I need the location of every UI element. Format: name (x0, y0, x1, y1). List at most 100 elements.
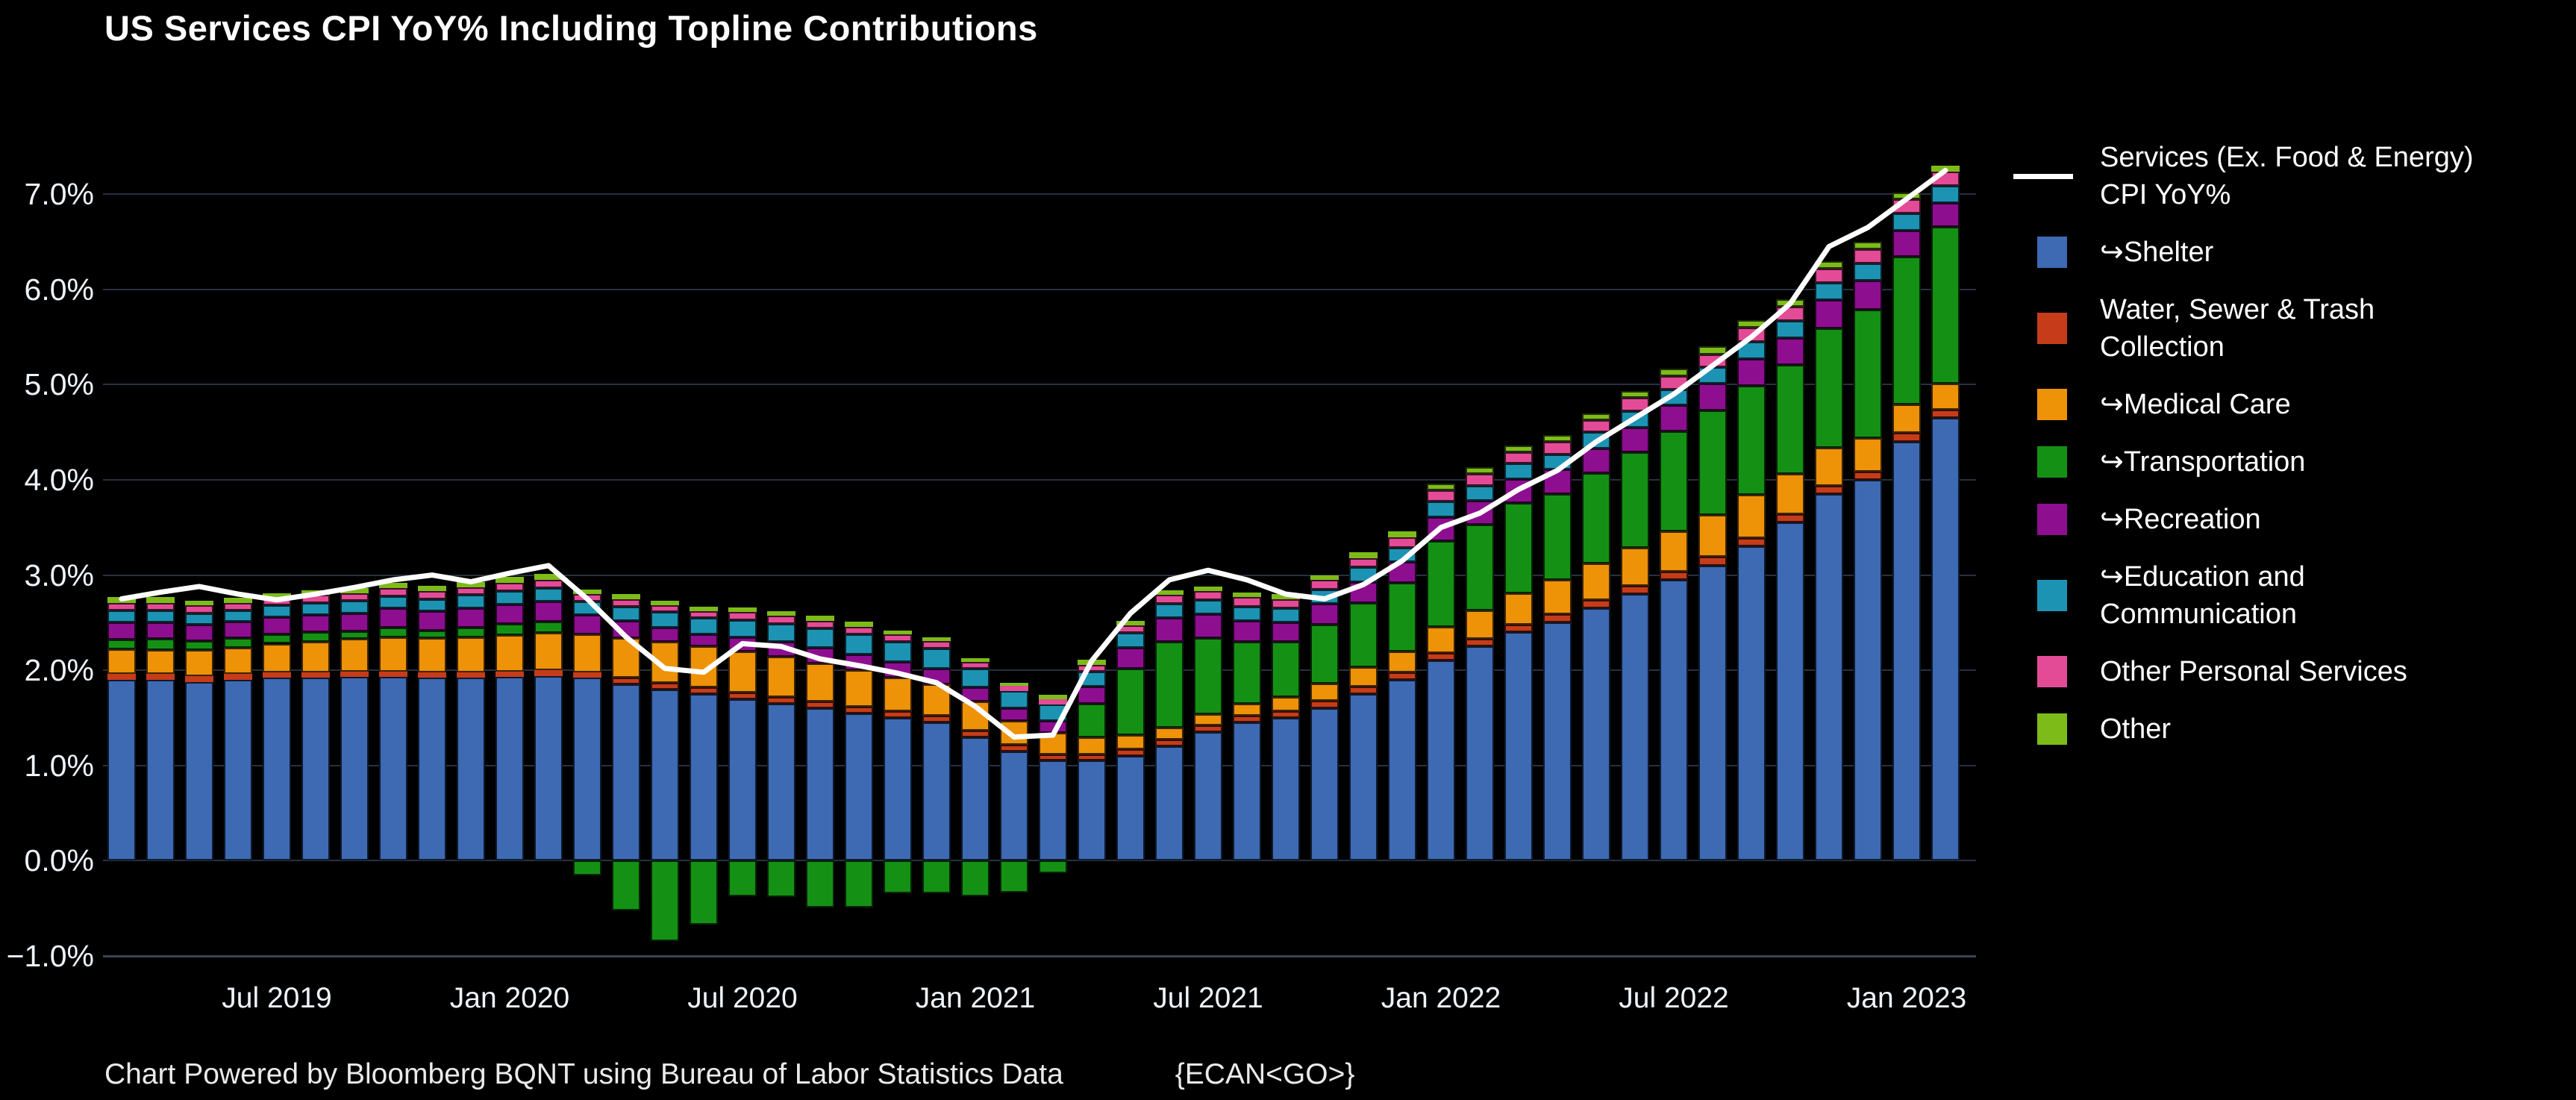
bar-segment-other-2022-02 (1466, 467, 1494, 475)
line-swatch-icon (2013, 173, 2073, 179)
plot-area (103, 142, 1976, 963)
bar-segment-water_sewer_trash-2021-01 (961, 730, 990, 737)
bar-segment-transportation-2021-09 (1272, 641, 1300, 697)
bar-segment-education_communication-2021-01 (961, 668, 990, 688)
square-swatch-icon (2037, 446, 2067, 478)
bar-segment-other_personal_services-2020-06 (690, 611, 718, 619)
bar-segment-medical_care-2022-11 (1815, 447, 1843, 486)
bar-segment-other-2021-04 (1078, 660, 1106, 665)
bar-segment-other-2021-11 (1349, 552, 1378, 558)
bar-segment-other_personal_services-2021-11 (1349, 557, 1378, 568)
legend-line-swatch (2012, 173, 2100, 179)
bar-segment-other-2020-12 (922, 637, 951, 641)
legend-label: ↪Education and Communication (2100, 561, 2305, 630)
bar-segment-other_personal_services-2019-12 (457, 587, 485, 596)
bar-segment-water_sewer_trash-2019-07 (263, 672, 291, 678)
bar-segment-education_communication-2020-12 (922, 648, 951, 669)
bar-segment-recreation-2021-09 (1272, 622, 1300, 642)
bar-segment-education_communication-2020-08 (767, 623, 795, 642)
bar-segment-water_sewer_trash-2021-02 (1000, 744, 1028, 751)
bar-segment-shelter-2019-06 (224, 679, 252, 861)
x-axis-tick-label: Jul 2021 (1153, 982, 1263, 1014)
bar-segment-education_communication-2022-01 (1427, 501, 1455, 517)
bar-segment-other-2022-12 (1854, 241, 1882, 250)
bar-segment-transportation-2022-11 (1815, 328, 1843, 448)
bar-segment-other-2022-07 (1660, 368, 1688, 376)
bar-segment-other-2021-10 (1310, 575, 1339, 580)
bar-segment-education_communication-2020-11 (884, 641, 912, 662)
bar-segment-water_sewer_trash-2020-02 (534, 670, 563, 676)
bar-segment-other-2019-03 (107, 596, 136, 603)
bar-segment-other-2019-09 (340, 588, 369, 593)
bar-segment-shelter-2020-01 (495, 677, 524, 861)
bar-segment-education_communication-2019-03 (107, 610, 136, 623)
bar-segment-medical_care-2020-03 (573, 634, 601, 672)
legend-color-swatch-other (2012, 713, 2100, 745)
bar-segment-transportation-2022-04 (1543, 494, 1572, 580)
bar-segment-transportation-2022-12 (1854, 309, 1882, 438)
y-axis-tick-label: 5.0% (24, 367, 94, 402)
bar-segment-other_personal_services-2021-02 (1000, 685, 1028, 692)
bar-segment-other_personal_services-2020-02 (534, 580, 563, 589)
bar-segment-water_sewer_trash-2022-05 (1582, 599, 1610, 609)
bar-segment-recreation-2019-12 (457, 608, 485, 628)
bar-segment-shelter-2020-07 (728, 699, 757, 861)
bar-segment-shelter-2019-03 (107, 679, 136, 861)
bar-segment-water_sewer_trash-2021-11 (1349, 686, 1378, 695)
bar-segment-education_communication-2022-10 (1776, 320, 1804, 338)
bar-segment-transportation-2020-01 (495, 623, 524, 636)
bar-segment-medical_care-2022-12 (1854, 437, 1882, 472)
bar-segment-transportation-2020-02 (534, 622, 563, 634)
bar-segment-education_communication-2020-05 (651, 612, 679, 628)
bar-segment-recreation-2019-04 (146, 622, 175, 640)
bar-segment-other-2021-12 (1388, 531, 1416, 537)
bar-segment-water_sewer_trash-2022-06 (1621, 585, 1649, 595)
bar-segment-shelter-2022-09 (1737, 546, 1766, 861)
bar-segment-medical_care-2020-01 (495, 635, 524, 672)
legend-item-recreation: ↪Recreation (2012, 501, 2576, 538)
bar-segment-recreation-2022-06 (1621, 427, 1649, 452)
bar-segment-other-2021-02 (1000, 682, 1028, 686)
bar-segment-other_personal_services-2021-07 (1194, 591, 1222, 600)
bar-segment-medical_care-2022-10 (1776, 474, 1804, 514)
bar-segment-other_personal_services-2022-07 (1660, 375, 1688, 390)
bar-segment-medical_care-2021-01 (961, 701, 990, 731)
bar-segment-water_sewer_trash-2022-03 (1504, 624, 1533, 633)
bar-segment-medical_care-2021-09 (1272, 696, 1300, 712)
y-axis-tick-label: 2.0% (24, 653, 94, 688)
bar-segment-transportation-2019-04 (146, 639, 175, 651)
bar-segment-medical_care-2019-10 (379, 637, 407, 672)
bar-segment-shelter-2019-07 (263, 678, 291, 861)
bar-segment-water_sewer_trash-2022-09 (1737, 537, 1766, 547)
bar-segment-transportation-2020-04 (612, 860, 640, 910)
bar-segment-recreation-2020-11 (884, 661, 912, 678)
bar-segment-medical_care-2020-07 (728, 651, 757, 693)
bar-segment-other-2019-05 (185, 601, 213, 606)
bar-segment-water_sewer_trash-2022-10 (1776, 513, 1804, 523)
bar-segment-education_communication-2020-10 (845, 634, 873, 654)
x-axis-tick-label: Jan 2023 (1846, 982, 1967, 1014)
bar-segment-medical_care-2019-07 (263, 643, 291, 672)
bar-segment-medical_care-2020-05 (651, 641, 679, 683)
y-axis-tick-label: 4.0% (24, 463, 94, 498)
bar-segment-medical_care-2019-03 (107, 649, 136, 675)
bar-segment-shelter-2022-02 (1466, 646, 1494, 861)
bar-segment-shelter-2022-12 (1854, 480, 1882, 861)
bar-segment-medical_care-2022-03 (1504, 593, 1533, 625)
bar-segment-other_personal_services-2020-04 (612, 599, 640, 607)
bar-segment-other-2019-07 (263, 593, 291, 599)
bar-segment-recreation-2021-11 (1349, 581, 1378, 603)
bar-segment-transportation-2019-11 (418, 630, 446, 638)
bar-segment-medical_care-2021-02 (1000, 720, 1028, 745)
bar-segment-other-2021-05 (1116, 620, 1145, 626)
bar-segment-other_personal_services-2021-06 (1155, 595, 1184, 604)
bar-segment-recreation-2022-07 (1660, 405, 1688, 431)
bar-segment-education_communication-2022-03 (1504, 463, 1533, 479)
footer-attribution: Chart Powered by Bloomberg BQNT using Bu… (104, 1058, 1063, 1090)
bar-segment-transportation-2022-02 (1466, 524, 1494, 610)
bar-segment-transportation-2019-03 (107, 640, 136, 650)
bar-segment-recreation-2020-03 (573, 615, 601, 634)
bar-segment-water_sewer_trash-2020-01 (495, 671, 524, 678)
bar-segment-other_personal_services-2020-03 (573, 594, 601, 602)
bar-segment-shelter-2019-04 (146, 679, 175, 861)
